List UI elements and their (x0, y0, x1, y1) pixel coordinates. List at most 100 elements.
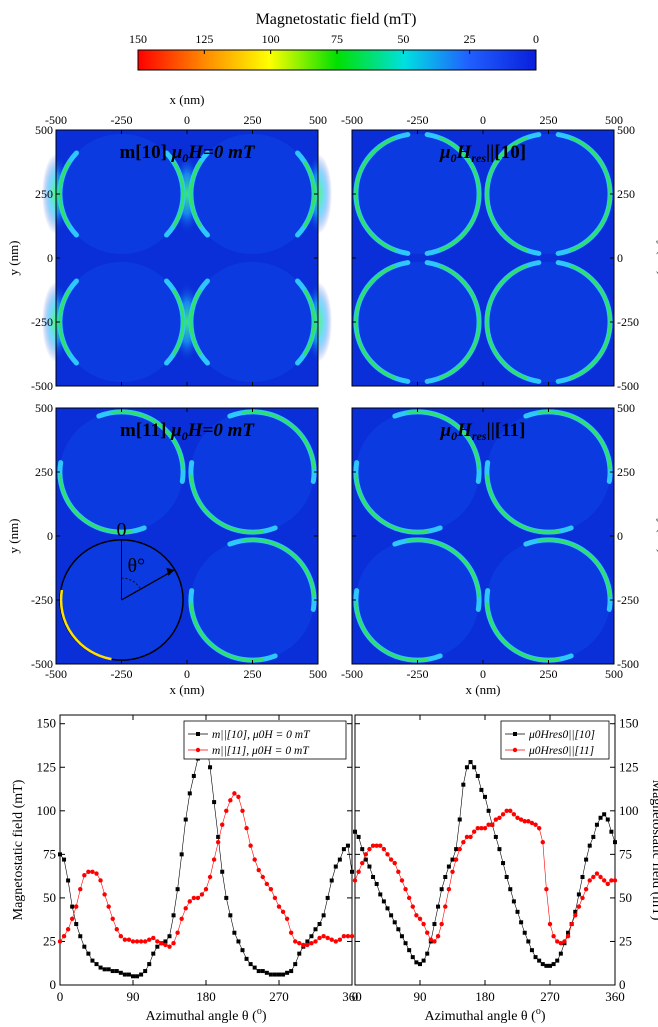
data-point (381, 846, 387, 852)
data-point (224, 895, 229, 900)
data-point (471, 829, 477, 834)
map-x-tick-label: 0 (184, 667, 190, 681)
data-point (453, 857, 459, 862)
data-point (69, 916, 75, 922)
data-point (118, 970, 123, 975)
disk-rim (537, 538, 612, 598)
colorbar-tick-label: 25 (464, 32, 476, 46)
data-point (66, 878, 71, 883)
data-point (493, 834, 498, 839)
map-x-tick-label: -250 (111, 113, 133, 127)
map-y-tick-label: 0 (47, 251, 53, 265)
disk-rim (569, 136, 612, 252)
data-point (317, 922, 322, 927)
data-point (86, 951, 91, 956)
data-point (352, 878, 358, 883)
data-point (363, 852, 369, 857)
map-y-tick-label: 500 (617, 401, 635, 415)
data-point (537, 958, 542, 963)
data-point (256, 867, 261, 873)
data-point (374, 881, 379, 886)
data-point (252, 857, 257, 862)
map-y-tick-label: -250 (31, 315, 53, 329)
legend: m||[10], μ0H = 0 mT m||[11], μ0H = 0 mT (183, 720, 347, 760)
data-point (313, 939, 318, 944)
data-point (199, 892, 205, 897)
data-point (605, 881, 610, 887)
data-point (461, 782, 466, 787)
disk-rim (485, 136, 528, 252)
data-point (414, 913, 419, 918)
data-point (544, 886, 549, 892)
x-tick-label: 360 (342, 989, 362, 1004)
data-point (439, 887, 444, 892)
data-point (511, 812, 517, 817)
data-point (518, 817, 524, 822)
data-point (388, 857, 394, 862)
data-point (349, 934, 355, 939)
data-point (522, 819, 527, 824)
map-y-tick-label: 250 (617, 187, 635, 201)
legend-box (183, 720, 347, 760)
data-point (529, 948, 534, 953)
data-point (515, 815, 520, 820)
data-point (558, 951, 563, 956)
x-tick-label: 180 (196, 989, 216, 1004)
map-y-tick-label: -250 (617, 315, 639, 329)
map-y-tick-label: -500 (617, 657, 639, 671)
y-tick-label: 125 (619, 759, 639, 774)
y-tick-label: 25 (619, 933, 632, 948)
map-x-tick-label: 500 (309, 113, 327, 127)
map-y-tick-label: 500 (35, 401, 53, 415)
data-point (587, 843, 592, 848)
disk-rim (189, 289, 202, 355)
data-point (82, 944, 87, 949)
data-point (248, 962, 253, 967)
data-point (508, 887, 513, 892)
y-axis-label: Magnetostatic field (mT) (649, 780, 658, 921)
data-point (439, 921, 444, 927)
data-point (183, 906, 188, 911)
data-point (515, 909, 520, 914)
data-point (293, 962, 298, 967)
data-point (414, 960, 419, 965)
x-tick-label: 90 (414, 989, 427, 1004)
nanodisk (355, 261, 480, 383)
data-point (260, 874, 265, 880)
legend-label: μ0Hres0||[11] (528, 745, 594, 757)
data-point (562, 939, 567, 944)
map-panel-title: m[11] μ0H=0 mT (120, 420, 255, 443)
map-y-tick-label: 0 (47, 529, 53, 543)
data-point (228, 798, 233, 803)
data-point (500, 812, 506, 817)
data-point (508, 808, 513, 814)
data-point (135, 974, 140, 979)
data-point (428, 937, 434, 942)
data-point (483, 794, 487, 799)
data-point (277, 972, 281, 977)
data-point (317, 935, 322, 941)
data-point (147, 937, 152, 942)
data-point (598, 874, 603, 880)
map-y-tick-label: 0 (617, 529, 623, 543)
data-point (325, 895, 330, 900)
data-point (252, 965, 257, 970)
x-axis-label: Azimuthal angle θ (o) (425, 1006, 546, 1024)
data-point (519, 920, 524, 925)
data-point (57, 939, 63, 944)
disk-rim (485, 602, 560, 662)
arrow-head-icon (166, 567, 175, 576)
nanodisk (190, 133, 315, 255)
map-x-tick-label: 500 (605, 113, 623, 127)
chart-frame (354, 714, 616, 986)
y-tick-label: 75 (619, 846, 632, 861)
map-x-tick-label: -500 (341, 113, 363, 127)
data-point (443, 875, 448, 879)
data-point (482, 826, 488, 831)
data-point (468, 760, 473, 765)
map-y-tick-label: 250 (617, 465, 635, 479)
colorbar-tick-label: 50 (397, 32, 409, 46)
